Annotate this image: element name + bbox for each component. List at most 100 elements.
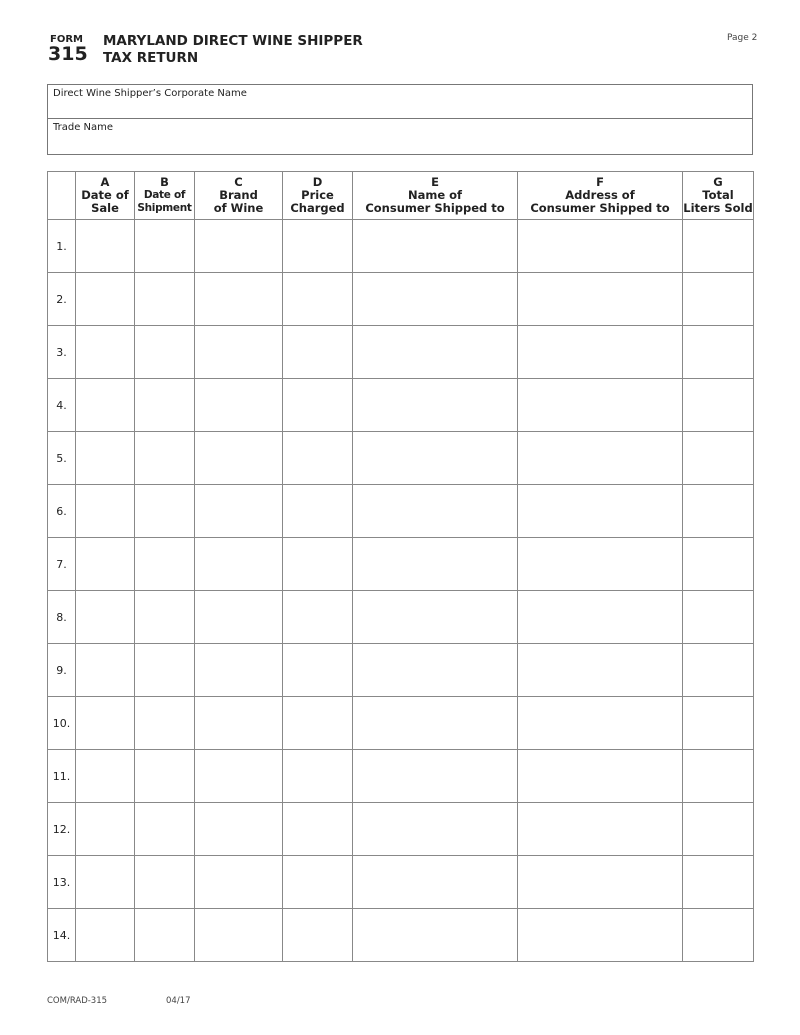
cell-g[interactable] <box>682 908 754 962</box>
cell-g[interactable] <box>682 802 754 856</box>
cell-f[interactable] <box>517 749 683 803</box>
cell-f[interactable] <box>517 219 683 273</box>
cell-a[interactable] <box>75 537 135 591</box>
cell-d[interactable] <box>282 431 353 485</box>
trade-name-field[interactable]: Trade Name <box>48 119 752 153</box>
cell-a[interactable] <box>75 643 135 697</box>
cell-e[interactable] <box>352 908 518 962</box>
cell-e[interactable] <box>352 855 518 909</box>
cell-b[interactable] <box>134 643 195 697</box>
cell-f[interactable] <box>517 272 683 326</box>
cell-d[interactable] <box>282 325 353 379</box>
cell-c[interactable] <box>194 378 283 432</box>
cell-a[interactable] <box>75 696 135 750</box>
cell-g[interactable] <box>682 855 754 909</box>
cell-d[interactable] <box>282 855 353 909</box>
cell-a[interactable] <box>75 908 135 962</box>
cell-g[interactable] <box>682 378 754 432</box>
cell-g[interactable] <box>682 431 754 485</box>
cell-e[interactable] <box>352 537 518 591</box>
cell-d[interactable] <box>282 537 353 591</box>
cell-c[interactable] <box>194 590 283 644</box>
cell-a[interactable] <box>75 378 135 432</box>
cell-e[interactable] <box>352 431 518 485</box>
cell-f[interactable] <box>517 855 683 909</box>
cell-g[interactable] <box>682 272 754 326</box>
cell-d[interactable] <box>282 908 353 962</box>
cell-g[interactable] <box>682 484 754 538</box>
cell-f[interactable] <box>517 802 683 856</box>
cell-f[interactable] <box>517 537 683 591</box>
cell-f[interactable] <box>517 325 683 379</box>
cell-b[interactable] <box>134 431 195 485</box>
cell-g[interactable] <box>682 325 754 379</box>
cell-a[interactable] <box>75 272 135 326</box>
cell-a[interactable] <box>75 855 135 909</box>
cell-e[interactable] <box>352 749 518 803</box>
cell-e[interactable] <box>352 484 518 538</box>
cell-f[interactable] <box>517 696 683 750</box>
cell-d[interactable] <box>282 590 353 644</box>
cell-c[interactable] <box>194 219 283 273</box>
cell-e[interactable] <box>352 802 518 856</box>
cell-c[interactable] <box>194 325 283 379</box>
cell-e[interactable] <box>352 272 518 326</box>
cell-a[interactable] <box>75 749 135 803</box>
cell-d[interactable] <box>282 378 353 432</box>
cell-a[interactable] <box>75 802 135 856</box>
cell-b[interactable] <box>134 484 195 538</box>
cell-c[interactable] <box>194 643 283 697</box>
cell-d[interactable] <box>282 802 353 856</box>
cell-e[interactable] <box>352 219 518 273</box>
cell-e[interactable] <box>352 378 518 432</box>
cell-b[interactable] <box>134 802 195 856</box>
cell-d[interactable] <box>282 219 353 273</box>
cell-b[interactable] <box>134 696 195 750</box>
cell-f[interactable] <box>517 484 683 538</box>
cell-c[interactable] <box>194 431 283 485</box>
cell-g[interactable] <box>682 219 754 273</box>
cell-b[interactable] <box>134 219 195 273</box>
cell-f[interactable] <box>517 643 683 697</box>
cell-e[interactable] <box>352 696 518 750</box>
cell-d[interactable] <box>282 749 353 803</box>
cell-f[interactable] <box>517 908 683 962</box>
cell-e[interactable] <box>352 325 518 379</box>
cell-f[interactable] <box>517 431 683 485</box>
cell-e[interactable] <box>352 643 518 697</box>
corporate-name-field[interactable]: Direct Wine Shipper’s Corporate Name <box>48 85 752 119</box>
cell-g[interactable] <box>682 537 754 591</box>
cell-b[interactable] <box>134 378 195 432</box>
cell-b[interactable] <box>134 855 195 909</box>
cell-g[interactable] <box>682 643 754 697</box>
cell-a[interactable] <box>75 219 135 273</box>
cell-d[interactable] <box>282 696 353 750</box>
cell-f[interactable] <box>517 590 683 644</box>
cell-g[interactable] <box>682 696 754 750</box>
cell-a[interactable] <box>75 431 135 485</box>
cell-c[interactable] <box>194 484 283 538</box>
cell-c[interactable] <box>194 537 283 591</box>
cell-b[interactable] <box>134 908 195 962</box>
cell-c[interactable] <box>194 749 283 803</box>
cell-g[interactable] <box>682 590 754 644</box>
cell-c[interactable] <box>194 696 283 750</box>
cell-c[interactable] <box>194 802 283 856</box>
cell-d[interactable] <box>282 643 353 697</box>
cell-b[interactable] <box>134 749 195 803</box>
cell-c[interactable] <box>194 855 283 909</box>
cell-b[interactable] <box>134 272 195 326</box>
cell-f[interactable] <box>517 378 683 432</box>
cell-a[interactable] <box>75 325 135 379</box>
cell-a[interactable] <box>75 484 135 538</box>
cell-b[interactable] <box>134 590 195 644</box>
cell-d[interactable] <box>282 272 353 326</box>
cell-c[interactable] <box>194 272 283 326</box>
cell-g[interactable] <box>682 749 754 803</box>
cell-b[interactable] <box>134 537 195 591</box>
cell-d[interactable] <box>282 484 353 538</box>
cell-b[interactable] <box>134 325 195 379</box>
cell-e[interactable] <box>352 590 518 644</box>
cell-a[interactable] <box>75 590 135 644</box>
cell-c[interactable] <box>194 908 283 962</box>
